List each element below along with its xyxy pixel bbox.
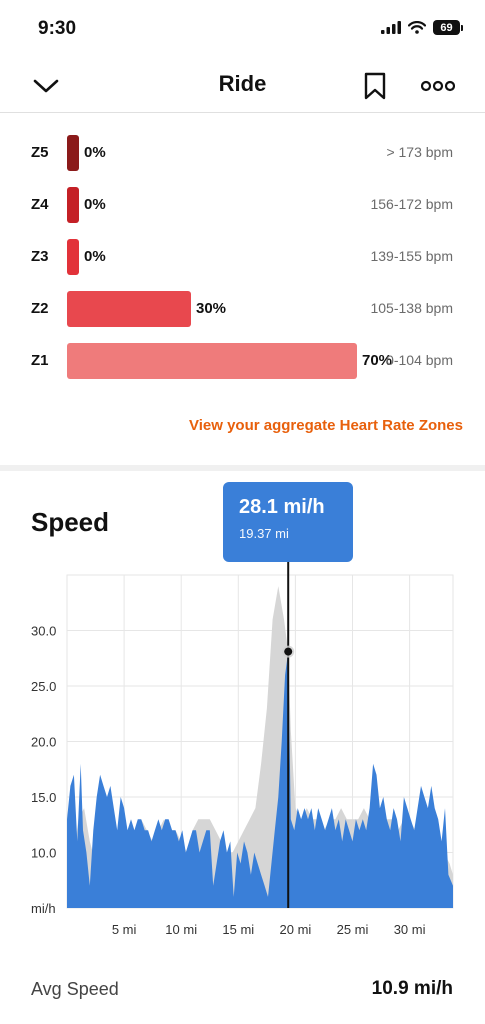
speed-series-area	[67, 651, 453, 908]
x-tick-label: 5 mi	[112, 922, 137, 937]
avg-speed-label: Avg Speed	[31, 979, 119, 999]
zone-bpm-range: 139-155 bpm	[370, 248, 453, 264]
more-icon[interactable]	[418, 70, 458, 102]
zone-label: Z2	[31, 300, 49, 317]
zone-bar	[67, 187, 79, 223]
zone-bar	[67, 239, 79, 275]
zone-bar	[67, 291, 191, 327]
zone-label: Z5	[31, 144, 49, 161]
zone-bpm-range: 156-172 bpm	[370, 196, 453, 212]
zone-percent: 70%	[362, 352, 393, 369]
avg-speed-row: Avg Speed 10.9 mi/h	[0, 975, 485, 1015]
tooltip-distance: 19.37 mi	[239, 526, 289, 541]
wifi-icon	[408, 21, 426, 34]
section-divider	[0, 465, 485, 471]
battery-level: 69	[433, 20, 460, 35]
zone-bar	[67, 135, 79, 171]
y-tick-label: 25.0	[31, 679, 56, 694]
chevron-down-icon[interactable]	[30, 72, 62, 100]
zone-percent: 0%	[84, 248, 106, 265]
zone-percent: 0%	[84, 196, 106, 213]
zone-row: Z4 0% 156-172 bpm	[0, 186, 485, 224]
zone-bpm-range: 105-138 bpm	[370, 300, 453, 316]
zone-label: Z4	[31, 196, 49, 213]
status-icons: 69	[381, 20, 463, 35]
speed-chart[interactable]: 10.0 15.0 20.0 25.0 30.0 mi/h 5 mi 10 mi 15 mi 20…	[0, 560, 485, 955]
avg-speed-value: 10.9 mi/h	[371, 978, 453, 999]
aggregate-heart-rate-zones-link[interactable]: View your aggregate Heart Rate Zones	[189, 417, 463, 434]
y-tick-label: 20.0	[31, 735, 56, 750]
zone-percent: 0%	[84, 144, 106, 161]
zone-row: Z3 0% 139-155 bpm	[0, 238, 485, 276]
zone-bpm-range: 0-104 bpm	[386, 352, 453, 368]
bookmark-icon[interactable]	[359, 70, 391, 102]
speed-section-title: Speed	[31, 507, 110, 537]
zone-label: Z1	[31, 352, 49, 369]
zone-row: Z2 30% 105-138 bpm	[0, 290, 485, 328]
status-bar: 9:30 69	[0, 0, 485, 58]
y-tick-label: 10.0	[31, 846, 56, 861]
nav-bar: Ride	[0, 58, 485, 113]
battery-icon: 69	[433, 20, 463, 35]
zone-row: Z5 0% > 173 bpm	[0, 134, 485, 172]
y-tick-label: 30.0	[31, 624, 56, 639]
zone-percent: 30%	[196, 300, 227, 317]
zone-bar	[67, 343, 357, 379]
cellular-signal-icon	[381, 21, 401, 34]
zone-label: Z3	[31, 248, 49, 265]
speed-tooltip: 28.1 mi/h 19.37 mi	[223, 482, 353, 562]
x-tick-label: 30 mi	[394, 922, 426, 937]
chart-cursor-point	[284, 647, 293, 656]
x-tick-label: 15 mi	[222, 922, 254, 937]
y-axis-unit-label: mi/h	[31, 901, 56, 916]
status-time: 9:30	[38, 18, 77, 39]
x-tick-label: 20 mi	[280, 922, 312, 937]
tooltip-speed-value: 28.1 mi/h	[239, 496, 325, 518]
y-tick-label: 15.0	[31, 790, 56, 805]
x-tick-label: 10 mi	[165, 922, 197, 937]
zone-bpm-range: > 173 bpm	[386, 144, 453, 160]
x-tick-label: 25 mi	[337, 922, 369, 937]
page-title: Ride	[218, 71, 267, 96]
zone-row: Z1 70% 0-104 bpm	[0, 342, 485, 380]
